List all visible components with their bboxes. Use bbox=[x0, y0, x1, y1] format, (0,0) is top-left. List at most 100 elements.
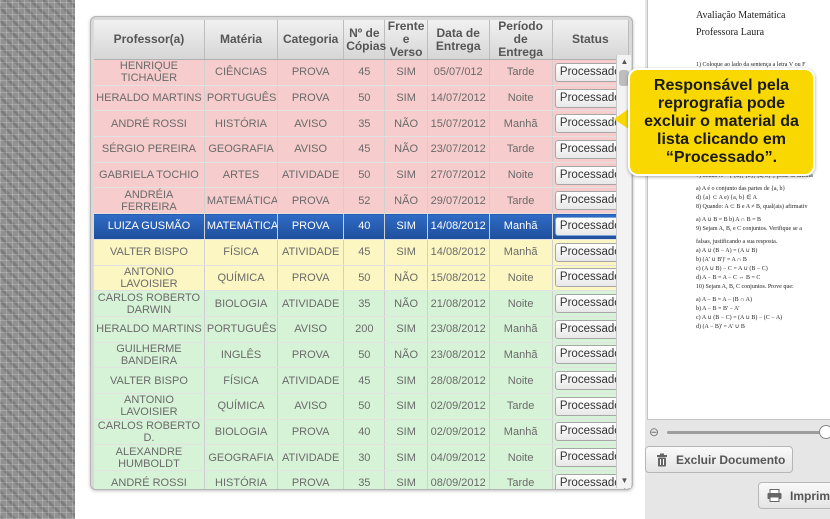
cell-categoria: AVISO bbox=[277, 136, 345, 163]
cell-professor: ANDRÉ ROSSI bbox=[94, 470, 205, 489]
cell-copias: 200 bbox=[343, 316, 386, 343]
processado-button[interactable]: Processado bbox=[555, 139, 626, 159]
document-line: a) A − B = A − (B ∩ A) bbox=[696, 297, 752, 303]
cell-data: 02/09/2012 bbox=[427, 419, 490, 446]
cell-copias: 40 bbox=[343, 419, 386, 446]
cell-frente-verso: SIM bbox=[384, 162, 428, 189]
zoom-slider[interactable]: ⊖ bbox=[647, 422, 830, 442]
table-row[interactable]: SÉRGIO PEREIRA GEOGRAFIA AVISO 45 NÃO 23/07/2… bbox=[94, 136, 630, 163]
table-row[interactable]: ANTONIO LAVOISIER QUÍMICA PROVA 50 NÃO 15/08/… bbox=[94, 265, 630, 292]
scroll-thumb[interactable] bbox=[619, 70, 629, 86]
scroll-down-icon[interactable]: ▼ bbox=[620, 476, 629, 485]
header-frente-verso[interactable]: Frente e Verso bbox=[384, 20, 428, 60]
header-copias[interactable]: Nº de Cópias bbox=[343, 20, 386, 60]
table-row[interactable]: ANTONIO LAVOISIER QUÍMICA AVISO 50 SIM 02/09/… bbox=[94, 393, 630, 420]
table-row[interactable]: VALTER BISPO FÍSICA ATIVIDADE 45 SIM 28/08/20… bbox=[94, 367, 630, 394]
header-status[interactable]: Status bbox=[552, 20, 630, 60]
header-data-entrega[interactable]: Data de Entrega bbox=[427, 20, 490, 60]
document-line: d) A − B = A − C ⇔ B = C bbox=[696, 275, 761, 281]
processado-button[interactable]: Processado bbox=[555, 165, 626, 185]
header-materia[interactable]: Matéria bbox=[204, 20, 279, 60]
table-row[interactable]: GABRIELA TOCHIO ARTES ATIVIDADE 50 SIM 27/07/… bbox=[94, 162, 630, 189]
zoom-out-icon[interactable]: ⊖ bbox=[648, 425, 660, 439]
cell-frente-verso: SIM bbox=[384, 316, 428, 343]
table-row[interactable]: ANDRÉIA FERREIRA MATEMÁTICA PROVA 52 NÃO 29/0… bbox=[94, 187, 630, 215]
processado-button[interactable]: Processado bbox=[555, 114, 626, 134]
callout-pointer bbox=[614, 108, 630, 130]
zoom-track[interactable] bbox=[667, 431, 830, 434]
cell-materia: FÍSICA bbox=[204, 239, 279, 266]
header-categoria[interactable]: Categoria bbox=[277, 20, 345, 60]
tooltip-callout: Responsável pela reprografia pode exclui… bbox=[628, 68, 815, 176]
table-scrollbar[interactable]: ▲ ▼ bbox=[616, 55, 631, 488]
cell-periodo: Manhã bbox=[489, 239, 553, 266]
table-row[interactable]: HERALDO MARTINS PORTUGUÊS AVISO 200 SIM 23/08… bbox=[94, 316, 630, 343]
processado-button[interactable]: Processado bbox=[555, 473, 626, 489]
delete-document-button[interactable]: Excluir Documento bbox=[645, 446, 793, 473]
document-line: b) A − B = B' − A' bbox=[696, 306, 740, 312]
processado-button[interactable]: Processado bbox=[555, 62, 626, 82]
cell-frente-verso: NÃO bbox=[384, 265, 428, 292]
cell-professor: ANDRÉ ROSSI bbox=[94, 110, 205, 138]
table-row[interactable]: HERALDO MARTINS PORTUGUÊS PROVA 50 SIM 14/07/… bbox=[94, 85, 630, 112]
processado-button[interactable]: Processado bbox=[555, 396, 626, 416]
processado-button[interactable]: Processado bbox=[555, 242, 626, 262]
cell-status: Processado bbox=[552, 136, 630, 163]
cell-copias: 45 bbox=[343, 136, 386, 163]
table-row[interactable]: HENRIQUE TICHAUER CIÊNCIAS PROVA 45 SIM 05/07… bbox=[94, 59, 630, 86]
cell-periodo: Manhã bbox=[489, 419, 553, 446]
cell-data: 15/07/2012 bbox=[427, 110, 490, 138]
cell-copias: 35 bbox=[343, 470, 386, 489]
table-row[interactable]: LUIZA GUSMÃO MATEMÁTICA PROVA 40 SIM 14/08/20… bbox=[94, 213, 630, 240]
cell-copias: 45 bbox=[343, 367, 386, 394]
header-professor[interactable]: Professor(a) bbox=[94, 20, 205, 60]
table-row[interactable]: CARLOS ROBERTO DARWIN BIOLOGIA ATIVIDADE 35… bbox=[94, 290, 630, 317]
cell-data: 05/07/012 bbox=[427, 59, 490, 86]
processado-button[interactable]: Processado bbox=[555, 371, 626, 391]
table-row[interactable]: GUILHERME BANDEIRA INGLÊS PROVA 50 NÃO 23/08/… bbox=[94, 342, 630, 369]
document-line: 7) Sendo A = { {a}, {b}, {a, b} } pode-s… bbox=[696, 173, 813, 179]
document-line: falsas, justificando a sua resposta. bbox=[696, 239, 778, 245]
cell-periodo: Tarde bbox=[489, 187, 553, 215]
cell-data: 02/09/2012 bbox=[427, 393, 490, 420]
printer-icon bbox=[767, 489, 782, 502]
header-periodo-entrega[interactable]: Período de Entrega bbox=[489, 20, 553, 60]
table-row[interactable]: ALEXANDRE HUMBOLDT GEOGRAFIA ATIVIDADE 30 SI… bbox=[94, 444, 630, 471]
cell-copias: 40 bbox=[343, 213, 386, 240]
processado-button[interactable]: Processado bbox=[555, 294, 626, 314]
processado-button[interactable]: Processado bbox=[555, 319, 626, 339]
cell-professor: VALTER BISPO bbox=[94, 239, 205, 266]
cell-status: Processado bbox=[552, 265, 630, 292]
table-row[interactable]: CARLOS ROBERTO D. BIOLOGIA PROVA 40 SIM 02/09… bbox=[94, 419, 630, 446]
zoom-knob[interactable] bbox=[819, 425, 830, 439]
table-row[interactable]: ANDRÉ ROSSI HISTÓRIA AVISO 35 NÃO 15/07/2012 M… bbox=[94, 110, 630, 138]
cell-professor: ANTONIO LAVOISIER bbox=[94, 393, 205, 420]
cell-categoria: AVISO bbox=[277, 316, 345, 343]
scroll-up-icon[interactable]: ▲ bbox=[620, 57, 629, 66]
cell-periodo: Manhã bbox=[489, 342, 553, 369]
processado-button[interactable]: Processado bbox=[555, 448, 626, 468]
cell-professor: HENRIQUE TICHAUER bbox=[94, 59, 205, 86]
cell-data: 21/08/2012 bbox=[427, 290, 490, 317]
print-button[interactable]: Imprimir bbox=[758, 482, 830, 509]
cell-frente-verso: SIM bbox=[384, 85, 428, 112]
processado-button[interactable]: Processado bbox=[555, 345, 626, 365]
cell-data: 14/08/2012 bbox=[427, 213, 490, 240]
processado-button[interactable]: Processado bbox=[555, 191, 626, 211]
table-row[interactable]: ANDRÉ ROSSI HISTÓRIA PROVA 35 SIM 08/09/2012 T… bbox=[94, 470, 630, 489]
processado-button[interactable]: Processado bbox=[555, 88, 626, 108]
cell-categoria: ATIVIDADE bbox=[277, 367, 345, 394]
processado-button[interactable]: Processado bbox=[555, 422, 626, 442]
cell-data: 23/08/2012 bbox=[427, 316, 490, 343]
cell-frente-verso: SIM bbox=[384, 367, 428, 394]
cell-data: 29/07/2012 bbox=[427, 187, 490, 215]
document-line: d) (A − B)' = A' ∪ B bbox=[696, 324, 745, 330]
table-row[interactable]: VALTER BISPO FÍSICA ATIVIDADE 45 SIM 14/08/20… bbox=[94, 239, 630, 266]
processado-button[interactable]: Processado bbox=[555, 216, 626, 236]
cell-frente-verso: NÃO bbox=[384, 187, 428, 215]
cell-categoria: PROVA bbox=[277, 265, 345, 292]
document-title: Avaliação Matemática bbox=[696, 10, 786, 21]
processado-button[interactable]: Processado bbox=[555, 268, 626, 288]
cell-materia: CIÊNCIAS bbox=[204, 59, 279, 86]
cell-professor: CARLOS ROBERTO DARWIN bbox=[94, 290, 205, 317]
